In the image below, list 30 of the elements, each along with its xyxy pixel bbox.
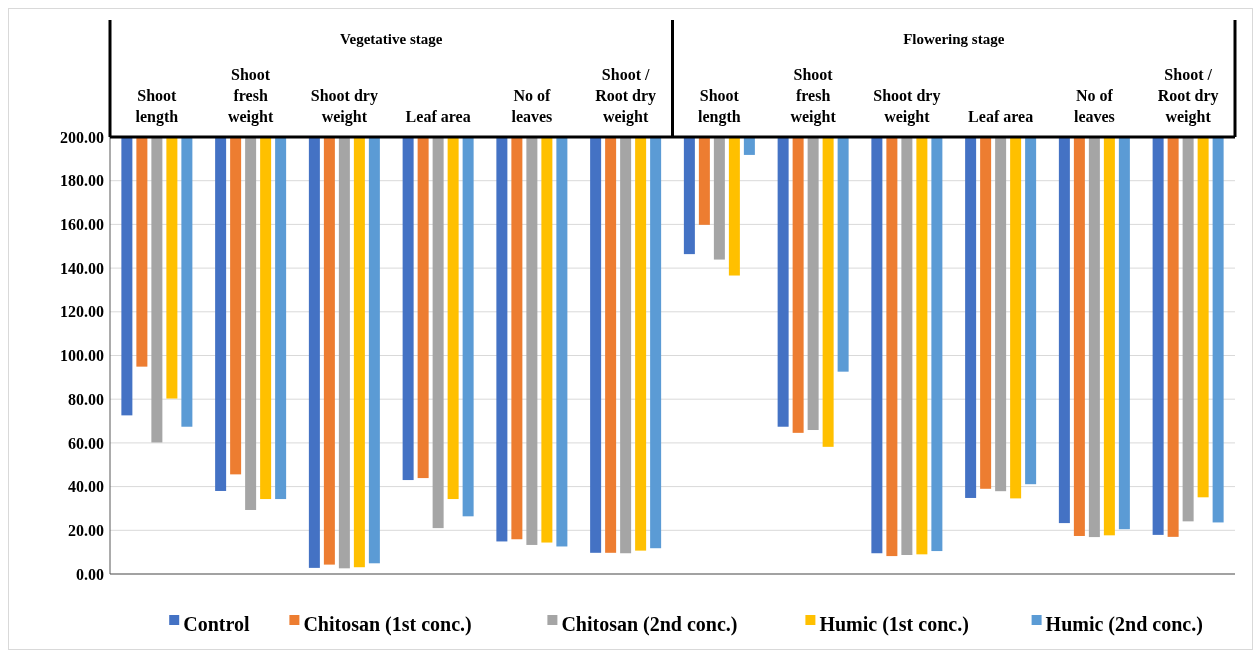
y-tick-label: 40.00 [68, 478, 104, 496]
legend-label: Humic (1st conc.) [819, 613, 969, 636]
legend-label: Chitosan (2nd conc.) [561, 613, 738, 636]
y-tick-label: 60.00 [68, 434, 104, 452]
x-tick-label: Shoot / Root dry weight [1157, 66, 1219, 126]
y-tick-label: 0.00 [76, 565, 104, 583]
text: Vegetative stage [340, 31, 443, 47]
legend-label: Chitosan (1st conc.) [303, 613, 472, 636]
x-tick-label: Shoot fresh weight [227, 66, 274, 126]
x-tick-label: Shoot dry weight [310, 87, 378, 126]
legend-label: Humic (2nd conc.) [1045, 613, 1203, 636]
x-tick-label: No of leaves [1073, 87, 1115, 125]
y-tick-label: 20.00 [68, 521, 104, 539]
x-tick-label: Shoot length [698, 87, 741, 126]
y-tick-label: 180.00 [60, 172, 104, 190]
legend-label: Control [183, 613, 250, 635]
x-tick-label: Shoot dry weight [873, 87, 941, 126]
text: Flowering stage [903, 31, 1005, 47]
y-tick-label: 100.00 [60, 347, 104, 365]
x-tick-label: Leaf area [405, 108, 471, 125]
y-tick-label: 200.00 [60, 128, 104, 146]
x-tick-label: Shoot / Root dry weight [595, 66, 657, 126]
y-tick-label: 120.00 [60, 303, 104, 321]
y-tick-label: 160.00 [60, 216, 104, 233]
y-tick-label: 140.00 [60, 259, 104, 277]
x-tick-label: No of leaves [511, 87, 553, 125]
x-tick-label: Leaf area [968, 108, 1034, 125]
x-tick-label: Shoot length [135, 87, 179, 126]
y-tick-label: 80.00 [68, 390, 104, 408]
x-tick-label: Shoot fresh weight [790, 66, 837, 126]
